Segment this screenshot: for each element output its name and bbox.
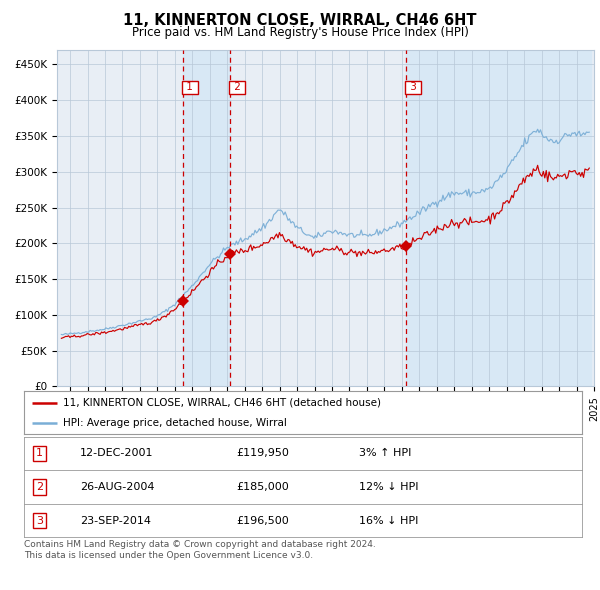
Text: 12% ↓ HPI: 12% ↓ HPI — [359, 482, 418, 492]
Text: 3% ↑ HPI: 3% ↑ HPI — [359, 448, 411, 458]
Text: £196,500: £196,500 — [236, 516, 289, 526]
Text: 1: 1 — [36, 448, 43, 458]
Text: Contains HM Land Registry data © Crown copyright and database right 2024.
This d: Contains HM Land Registry data © Crown c… — [24, 540, 376, 560]
Text: 12-DEC-2001: 12-DEC-2001 — [80, 448, 154, 458]
Text: HPI: Average price, detached house, Wirral: HPI: Average price, detached house, Wirr… — [63, 418, 287, 428]
Text: 11, KINNERTON CLOSE, WIRRAL, CH46 6HT: 11, KINNERTON CLOSE, WIRRAL, CH46 6HT — [123, 13, 477, 28]
Text: Price paid vs. HM Land Registry's House Price Index (HPI): Price paid vs. HM Land Registry's House … — [131, 26, 469, 39]
Text: £119,950: £119,950 — [236, 448, 289, 458]
Bar — [183, 50, 230, 386]
Text: 26-AUG-2004: 26-AUG-2004 — [80, 482, 154, 492]
Text: 11, KINNERTON CLOSE, WIRRAL, CH46 6HT (detached house): 11, KINNERTON CLOSE, WIRRAL, CH46 6HT (d… — [63, 398, 381, 408]
Text: 23-SEP-2014: 23-SEP-2014 — [80, 516, 151, 526]
Text: 3: 3 — [407, 83, 420, 93]
Text: 2: 2 — [36, 482, 43, 492]
Text: 1: 1 — [184, 83, 197, 93]
Text: £185,000: £185,000 — [236, 482, 289, 492]
Text: 2: 2 — [230, 83, 244, 93]
Text: 16% ↓ HPI: 16% ↓ HPI — [359, 516, 418, 526]
Text: 3: 3 — [36, 516, 43, 526]
Bar — [406, 50, 591, 386]
